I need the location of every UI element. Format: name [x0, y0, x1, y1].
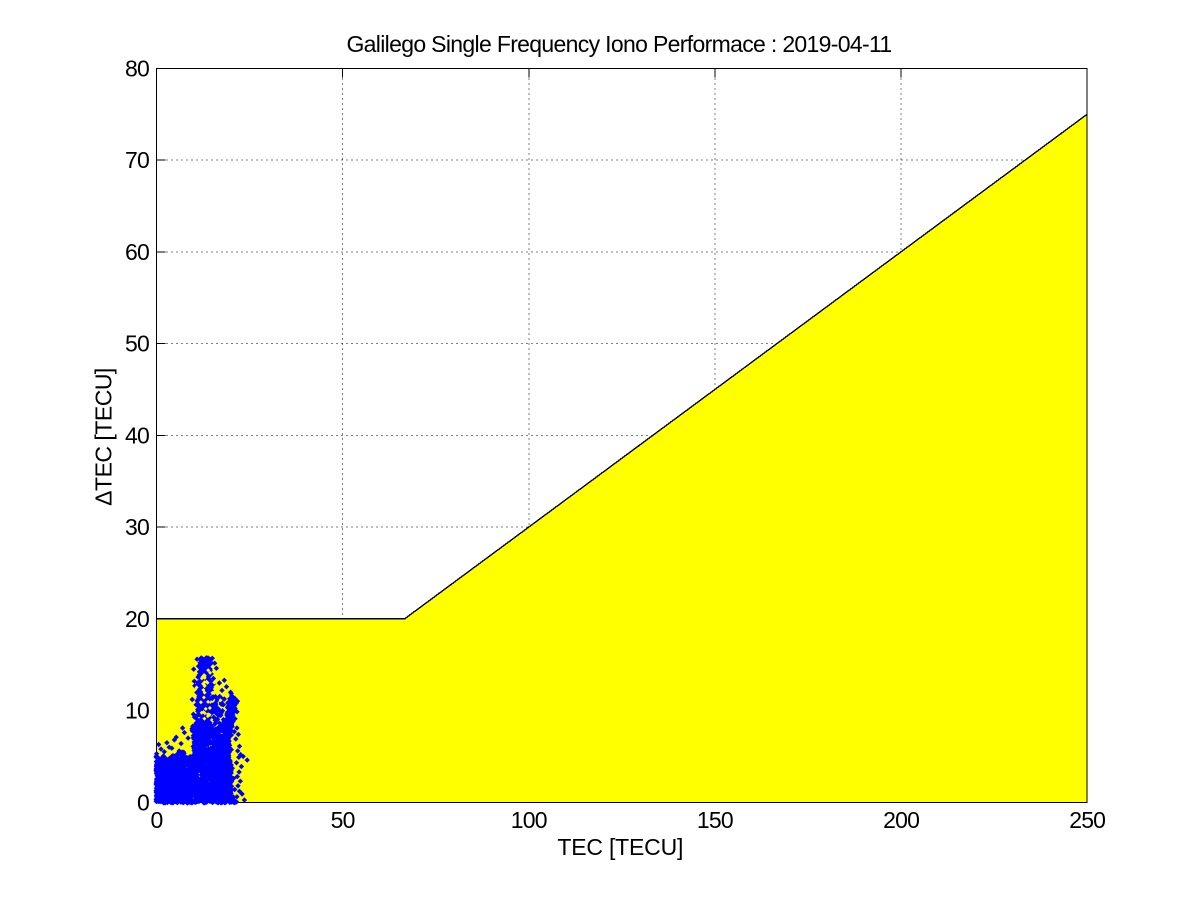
svg-text:0: 0 [151, 807, 163, 833]
svg-text:TEC [TECU]: TEC [TECU] [557, 834, 683, 860]
svg-text:40: 40 [125, 422, 149, 448]
svg-text:0: 0 [137, 789, 149, 815]
svg-text:70: 70 [125, 147, 149, 173]
svg-text:10: 10 [125, 698, 149, 724]
svg-text:250: 250 [1069, 807, 1105, 833]
svg-text:200: 200 [883, 807, 919, 833]
svg-text:20: 20 [125, 606, 149, 632]
svg-text:150: 150 [697, 807, 733, 833]
svg-text:100: 100 [511, 807, 547, 833]
svg-text:Galilego Single Frequency Iono: Galilego Single Frequency Iono Performac… [346, 31, 891, 57]
svg-text:50: 50 [125, 331, 149, 357]
svg-text:ΔTEC [TECU]: ΔTEC [TECU] [91, 368, 117, 506]
svg-text:60: 60 [125, 239, 149, 265]
svg-text:80: 80 [125, 55, 149, 81]
svg-text:30: 30 [125, 514, 149, 540]
svg-text:50: 50 [331, 807, 355, 833]
